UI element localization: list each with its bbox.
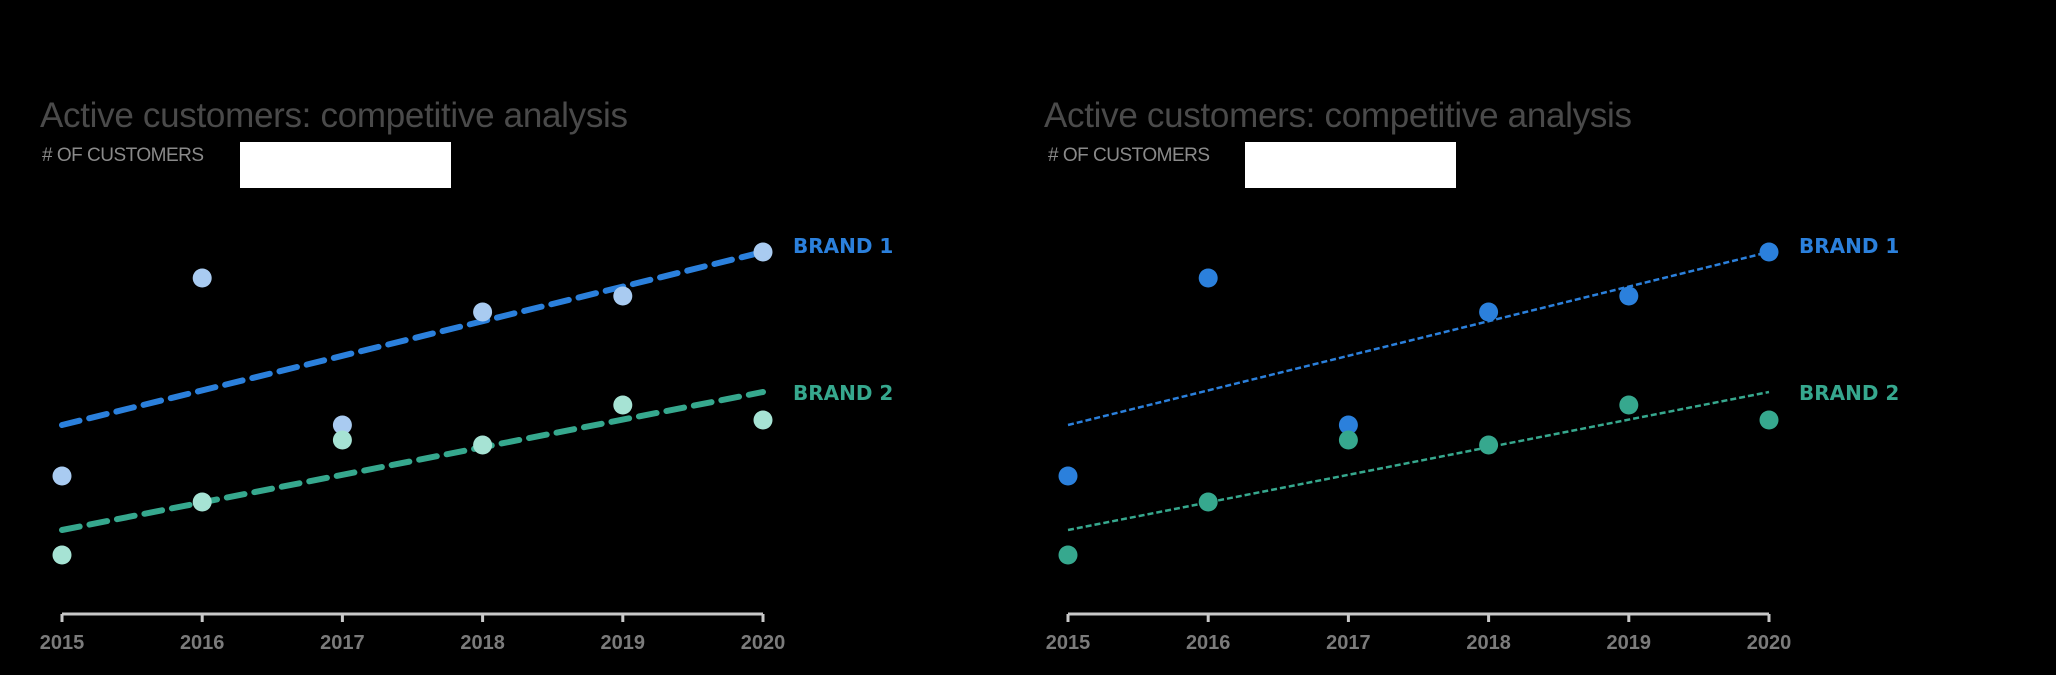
trendline-brand-2 bbox=[59, 389, 766, 533]
trendline-brand-1 bbox=[1067, 250, 1770, 427]
data-point-brand-2 bbox=[1619, 395, 1639, 415]
x-tick-label: 2020 bbox=[1747, 632, 1792, 654]
data-point-brand-2 bbox=[613, 395, 633, 415]
x-tick-label: 2018 bbox=[1466, 632, 1511, 654]
x-tick-label: 2015 bbox=[1046, 632, 1091, 654]
data-point-brand-1 bbox=[1338, 415, 1358, 435]
data-point-brand-2 bbox=[473, 435, 493, 455]
x-tick-label: 2015 bbox=[40, 632, 85, 654]
right-chart-panel: Active customers: competitive analysis #… bbox=[1006, 0, 2012, 675]
x-tick-label: 2018 bbox=[460, 632, 505, 654]
data-point-brand-1 bbox=[753, 242, 773, 262]
data-point-brand-2 bbox=[1479, 435, 1499, 455]
redaction-box bbox=[240, 142, 451, 188]
data-point-brand-2 bbox=[52, 545, 72, 565]
trendline-brand-1 bbox=[59, 249, 766, 428]
data-point-brand-1 bbox=[192, 268, 212, 288]
data-point-brand-1 bbox=[332, 415, 352, 435]
data-point-brand-2 bbox=[753, 410, 773, 430]
data-point-brand-1 bbox=[52, 466, 72, 486]
chart-title: Active customers: competitive analysis bbox=[1044, 96, 1632, 135]
data-point-brand-1 bbox=[1619, 286, 1639, 306]
left-chart-plot: 2015 2016 2017 2018 2019 2020 BRAND 1 BRAND 2 bbox=[40, 234, 894, 654]
data-point-brand-1 bbox=[1479, 302, 1499, 322]
data-point-brand-2 bbox=[192, 492, 212, 512]
series-label-brand-2: BRAND 2 bbox=[1799, 381, 1899, 405]
x-tick-label: 2020 bbox=[741, 632, 786, 654]
data-point-brand-2 bbox=[1198, 492, 1218, 512]
left-chart-panel: Active customers: competitive analysis #… bbox=[0, 0, 1006, 675]
series-label-brand-1: BRAND 1 bbox=[793, 234, 893, 258]
right-chart-plot: 2015 2016 2017 2018 2019 2020 BRAND 1 BRAND 2 bbox=[1046, 234, 1900, 654]
chart-subtitle: # OF CUSTOMERS bbox=[1048, 145, 1210, 166]
trendline-brand-2 bbox=[1067, 390, 1770, 532]
chart-title: Active customers: competitive analysis bbox=[40, 96, 628, 135]
x-tick-label: 2016 bbox=[180, 632, 225, 654]
data-point-brand-2 bbox=[1338, 430, 1358, 450]
x-tick-label: 2017 bbox=[1326, 632, 1371, 654]
chart-subtitle: # OF CUSTOMERS bbox=[42, 145, 204, 166]
data-point-brand-2 bbox=[1759, 410, 1779, 430]
x-tick-label: 2019 bbox=[601, 632, 646, 654]
data-point-brand-2 bbox=[1058, 545, 1078, 565]
data-point-brand-1 bbox=[1198, 268, 1218, 288]
x-tick-label: 2017 bbox=[320, 632, 365, 654]
data-point-brand-2 bbox=[332, 430, 352, 450]
data-point-brand-1 bbox=[1759, 242, 1779, 262]
series-label-brand-1: BRAND 1 bbox=[1799, 234, 1899, 258]
data-point-brand-1 bbox=[613, 286, 633, 306]
redaction-box bbox=[1245, 142, 1456, 188]
x-tick-label: 2016 bbox=[1186, 632, 1231, 654]
series-label-brand-2: BRAND 2 bbox=[793, 381, 893, 405]
x-tick-label: 2019 bbox=[1607, 632, 1652, 654]
data-point-brand-1 bbox=[1058, 466, 1078, 486]
data-point-brand-1 bbox=[473, 302, 493, 322]
